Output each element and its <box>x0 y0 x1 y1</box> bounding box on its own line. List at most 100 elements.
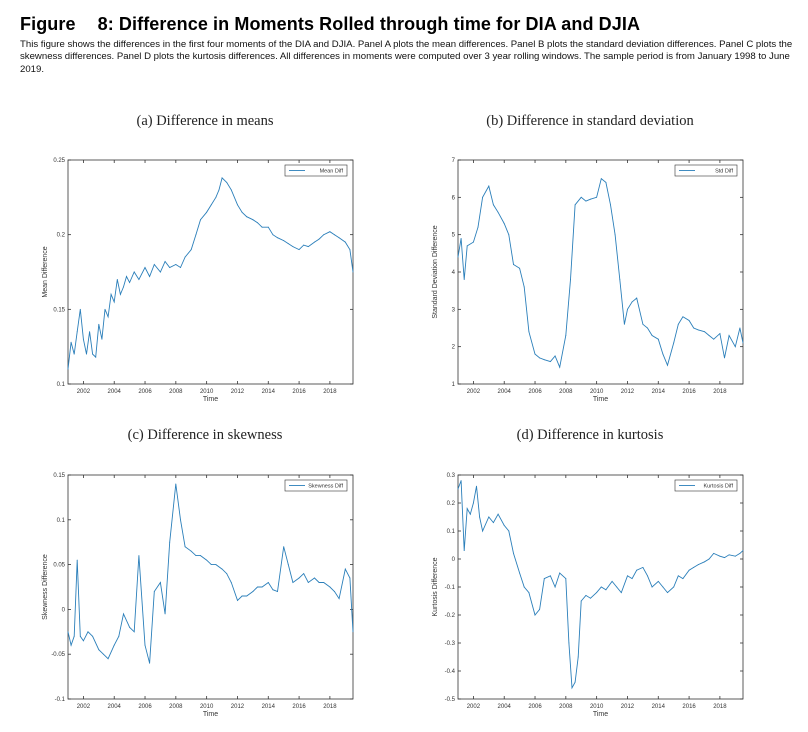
data-point <box>252 591 254 592</box>
data-point <box>605 589 607 591</box>
x-tick-label: 2004 <box>498 704 512 710</box>
x-tick-label: 2012 <box>231 704 245 710</box>
data-point <box>184 256 186 258</box>
data-point <box>713 552 715 554</box>
data-point <box>344 568 346 570</box>
data-point <box>226 181 228 183</box>
data-point <box>67 631 69 633</box>
y-axis-label: Skewness Difference <box>42 554 49 620</box>
data-point <box>133 271 135 273</box>
data-point <box>477 226 479 228</box>
data-point <box>570 279 571 280</box>
y-tick-label: 0.1 <box>57 518 66 524</box>
data-point <box>180 267 181 268</box>
x-tick-label: 2004 <box>498 389 512 395</box>
data-point <box>215 564 217 566</box>
data-point <box>79 308 81 310</box>
data-point <box>497 513 499 515</box>
data-point <box>688 320 690 321</box>
data-point <box>543 578 545 580</box>
data-point <box>318 582 320 583</box>
data-point <box>580 600 582 602</box>
data-point <box>580 196 582 198</box>
data-point <box>642 323 644 325</box>
data-point <box>513 264 514 265</box>
data-point <box>719 333 721 335</box>
data-point <box>129 282 131 283</box>
data-point <box>144 644 146 646</box>
data-point <box>457 488 459 490</box>
data-point <box>95 356 97 358</box>
data-point <box>206 211 208 213</box>
data-point <box>344 241 346 243</box>
data-point <box>596 592 598 594</box>
data-point <box>734 555 736 557</box>
y-axis-label: Kurtosis Difference <box>432 557 439 616</box>
data-point <box>184 546 186 548</box>
data-point <box>82 338 84 340</box>
data-point <box>559 572 561 574</box>
data-point <box>298 577 300 579</box>
data-point <box>559 366 561 368</box>
data-point <box>237 204 238 206</box>
y-tick-label: 0.2 <box>447 501 456 507</box>
data-point <box>724 557 725 559</box>
data-point <box>596 196 598 198</box>
x-tick-label: 2008 <box>169 389 183 395</box>
data-point <box>98 323 100 325</box>
data-point <box>175 483 177 485</box>
legend-box <box>284 164 348 177</box>
legend-label: Kurtosis Diff <box>703 484 733 490</box>
data-point <box>728 554 730 556</box>
y-tick-label: 0.15 <box>53 307 65 313</box>
x-tick-label: 2016 <box>682 704 696 710</box>
data-point <box>739 327 741 329</box>
data-point <box>73 353 75 355</box>
x-tick-label: 2006 <box>528 389 542 395</box>
x-tick-label: 2010 <box>200 389 214 395</box>
figure-label: Figure <box>20 14 76 34</box>
data-point <box>466 508 468 510</box>
data-point <box>195 555 197 557</box>
figure-title: Figure 8: Difference in Moments Rolled th… <box>20 14 640 35</box>
y-tick-label: 7 <box>452 158 456 164</box>
data-point <box>76 559 78 561</box>
data-point <box>153 591 155 592</box>
plot-area-frame <box>457 159 744 385</box>
x-tick-label: 2002 <box>467 389 481 395</box>
x-tick-label: 2014 <box>652 389 666 395</box>
data-point <box>534 614 536 616</box>
data-point <box>267 226 269 228</box>
figure-caption: This figure shows the differences in the… <box>20 39 793 75</box>
data-point <box>218 189 220 191</box>
data-point <box>476 485 477 487</box>
series-line <box>457 177 744 369</box>
x-tick-label: 2010 <box>590 389 604 395</box>
data-point <box>627 308 628 310</box>
x-tick-label: 2004 <box>108 704 122 710</box>
x-tick-label: 2016 <box>292 704 306 710</box>
data-point <box>636 297 638 299</box>
x-tick-label: 2002 <box>467 704 481 710</box>
data-point <box>651 586 653 588</box>
data-point <box>261 226 263 228</box>
data-point <box>89 331 91 333</box>
x-tick-label: 2018 <box>713 704 727 710</box>
y-tick-label: 5 <box>452 233 456 239</box>
data-point <box>169 541 171 543</box>
data-point <box>138 555 140 557</box>
data-point <box>86 353 87 355</box>
legend-box <box>674 479 738 492</box>
x-axis-label: Time <box>203 711 218 718</box>
data-point <box>616 586 618 588</box>
data-point <box>159 582 161 583</box>
data-point <box>647 327 648 329</box>
data-point <box>472 241 474 243</box>
y-tick-label: -0.3 <box>445 641 456 647</box>
x-tick-label: 2018 <box>713 389 727 395</box>
data-point <box>488 185 490 187</box>
data-point <box>221 177 223 179</box>
x-axis-label: Time <box>593 711 608 718</box>
data-point <box>352 631 354 633</box>
data-point <box>92 353 94 355</box>
